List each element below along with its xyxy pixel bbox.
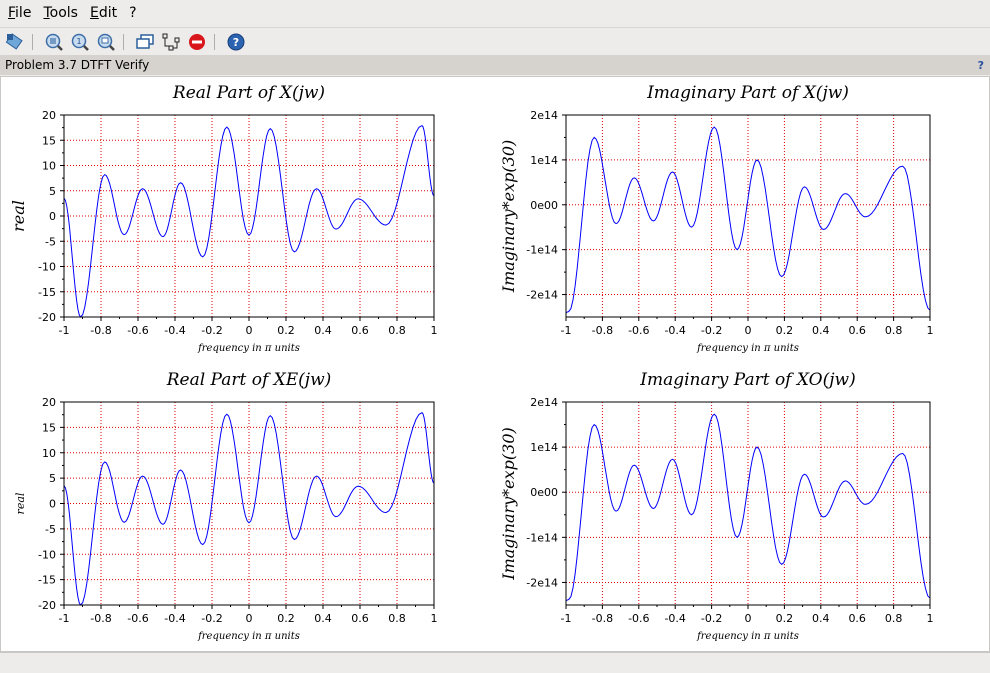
svg-text:?: ? (233, 36, 239, 49)
menu-file[interactable]: File (8, 5, 32, 21)
menu-edit[interactable]: Edit (89, 5, 118, 21)
plot-canvas[interactable] (0, 76, 990, 652)
svg-text:1: 1 (76, 37, 81, 46)
menu-help[interactable]: ? (129, 5, 137, 21)
help-icon[interactable]: ? (225, 31, 247, 53)
datatip-icon[interactable] (4, 31, 26, 53)
rotate-icon[interactable] (134, 31, 156, 53)
status-bar (0, 652, 990, 673)
toolbar: 1 ? (0, 27, 990, 55)
stop-icon[interactable] (186, 31, 208, 53)
zoom-reset-icon[interactable]: 1 (69, 31, 91, 53)
toolbar-separator (32, 33, 33, 50)
figure-title-bar: Problem 3.7 DTFT Verify ? (0, 55, 990, 75)
figure-title: Problem 3.7 DTFT Verify (5, 58, 150, 72)
toolbar-separator (123, 33, 124, 50)
zoom-icon[interactable] (43, 31, 65, 53)
zoom-region-icon[interactable] (95, 31, 117, 53)
toolbar-separator (214, 33, 215, 50)
menu-bar: File Tools Edit ? (0, 0, 990, 26)
menu-tools[interactable]: Tools (43, 5, 78, 21)
help-question-icon[interactable]: ? (977, 58, 984, 72)
editor-icon[interactable] (160, 31, 182, 53)
